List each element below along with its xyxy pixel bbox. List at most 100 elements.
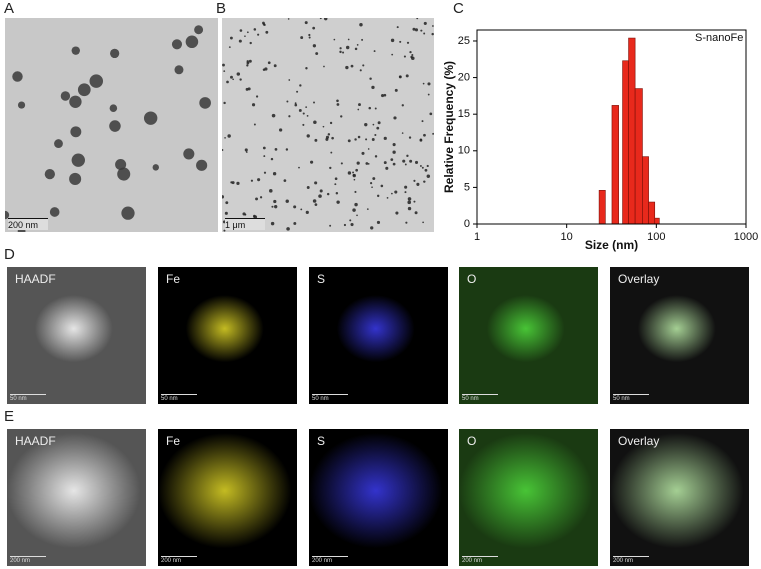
particle (300, 208, 303, 211)
particle (270, 157, 274, 161)
particle (396, 26, 399, 29)
particle (354, 202, 358, 207)
particle (299, 84, 302, 87)
eds-map: Overlay 200 nm (610, 429, 749, 566)
map-label: Overlay (618, 272, 660, 286)
particle (401, 132, 404, 134)
particle (354, 47, 358, 51)
particle (306, 134, 310, 138)
particle (405, 74, 409, 78)
particle (287, 18, 290, 20)
particle (376, 220, 381, 224)
particle (406, 154, 409, 158)
particle (242, 212, 246, 216)
particle (89, 74, 104, 88)
scale-bar: 200 nm (10, 556, 46, 564)
particle (263, 155, 266, 158)
particle (343, 223, 347, 227)
particle (115, 158, 127, 171)
scale-bar: 1 μm (225, 218, 265, 230)
particle (253, 123, 256, 126)
particle (393, 116, 397, 120)
particle (404, 163, 407, 166)
particle (314, 203, 318, 206)
y-tick-label: 0 (464, 218, 470, 230)
particle (318, 194, 322, 198)
particle (407, 197, 412, 201)
particle (244, 35, 246, 37)
particle (263, 23, 266, 26)
particle (174, 65, 184, 75)
particle (391, 53, 394, 56)
particle (302, 123, 305, 126)
particle (312, 26, 316, 30)
particle (390, 158, 394, 162)
particle (308, 33, 311, 37)
particle (404, 185, 408, 189)
particle (286, 100, 289, 103)
particle (366, 208, 369, 210)
particle (194, 25, 204, 35)
particle (271, 205, 274, 208)
y-tick-label: 25 (458, 35, 470, 47)
bar (598, 190, 606, 225)
particle (143, 111, 158, 125)
particle (359, 69, 362, 72)
texture (5, 25, 211, 232)
y-tick-label: 20 (458, 71, 470, 83)
particle (269, 189, 273, 193)
particle (347, 171, 352, 175)
scale-bar: 200 nm (613, 556, 649, 564)
scale-bar: 50 nm (161, 394, 197, 402)
particle (222, 195, 225, 199)
particle (257, 33, 260, 36)
map-label: S (317, 434, 326, 448)
particle (306, 115, 309, 117)
particle (349, 219, 352, 222)
particle (410, 55, 413, 59)
particle (319, 18, 322, 20)
eds-map: Fe 200 nm (158, 429, 297, 566)
particle (386, 196, 389, 199)
particle (246, 31, 249, 34)
particle (407, 206, 412, 211)
particle (354, 190, 357, 193)
particle (293, 221, 297, 225)
map-label: HAADF (15, 434, 56, 448)
particle (305, 210, 309, 214)
particle (196, 159, 208, 171)
particle (415, 160, 419, 164)
particle (394, 190, 398, 194)
particle (408, 136, 412, 139)
particle (367, 148, 370, 150)
map-label: Overlay (618, 434, 660, 448)
bar (634, 88, 643, 225)
particle (329, 224, 332, 227)
particle (232, 78, 234, 81)
particle (274, 204, 278, 209)
x-tick-label: 10 (561, 231, 573, 243)
particle (355, 168, 358, 172)
particle (423, 21, 427, 25)
particle (223, 101, 226, 105)
map-label: O (467, 434, 477, 448)
particle (431, 25, 434, 27)
particle (117, 167, 131, 181)
eds-map: HAADF 50 nm (7, 267, 146, 404)
particle (224, 211, 228, 215)
particle (416, 18, 419, 20)
particle (225, 201, 229, 205)
particle (391, 192, 393, 195)
particle (340, 115, 343, 118)
particle (325, 137, 329, 141)
particle (345, 45, 350, 50)
particle (330, 151, 333, 154)
particle (329, 121, 333, 125)
particle (246, 60, 249, 63)
particle (324, 18, 328, 21)
particle (423, 180, 426, 183)
particle (293, 205, 297, 209)
particle (383, 93, 387, 97)
particle (183, 148, 195, 160)
bar (654, 217, 660, 225)
